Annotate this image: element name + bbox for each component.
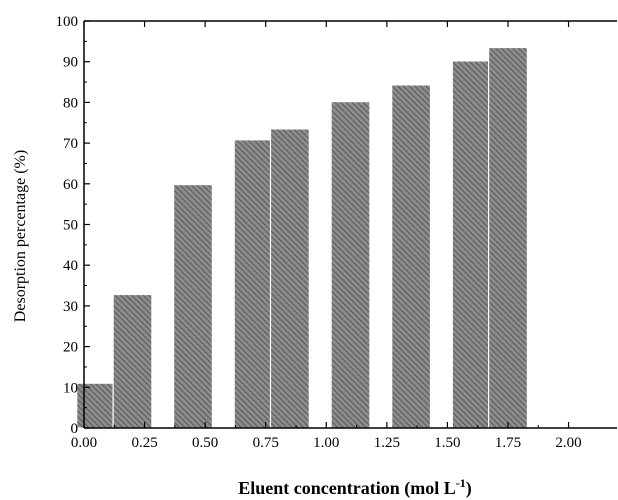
- y-tick-label: 40: [63, 258, 78, 274]
- bar-1: [112, 293, 153, 429]
- y-tick-label: 10: [63, 380, 78, 396]
- y-tick-label: 30: [63, 299, 78, 315]
- bar-7: [451, 60, 492, 429]
- x-tick-label: 1.00: [313, 435, 339, 451]
- bar-4: [269, 128, 310, 429]
- y-tick-label: 70: [63, 136, 78, 152]
- y-tick-label: 20: [63, 340, 78, 356]
- bar-8: [488, 46, 529, 429]
- x-tick-label: 2.00: [555, 435, 581, 451]
- bar-5: [330, 100, 371, 429]
- x-tick-label: 0.75: [253, 435, 279, 451]
- x-axis-title: Eluent concentration (mol L-1): [238, 476, 472, 499]
- x-tick-label: 0.50: [192, 435, 218, 451]
- y-tick-label: 60: [63, 177, 78, 193]
- y-tick-label: 50: [63, 218, 78, 234]
- x-tick-label: 1.50: [434, 435, 460, 451]
- bar-2: [173, 184, 214, 429]
- bar-6: [391, 84, 432, 429]
- y-tick-label: 0: [71, 421, 79, 437]
- y-tick-label: 90: [63, 55, 78, 71]
- y-tick-label: 80: [63, 95, 78, 111]
- bar-0: [76, 382, 117, 429]
- y-axis-title: Desorption percentage (%): [12, 150, 29, 322]
- bar-3: [233, 139, 274, 429]
- x-tick-label: 0.25: [131, 435, 157, 451]
- x-tick-label: 1.25: [374, 435, 400, 451]
- y-tick-label: 100: [56, 14, 79, 30]
- bars-group: [76, 46, 529, 429]
- y-axis-ticks: 0 10 20 30 40 50 60 70 80 90 100: [56, 14, 90, 437]
- x-axis-ticks: 0.00 0.25 0.50 0.75 1.00 1.25 1.50 1.75 2.00: [71, 21, 582, 451]
- x-tick-label: 1.75: [495, 435, 521, 451]
- x-tick-label: 0.00: [71, 435, 97, 451]
